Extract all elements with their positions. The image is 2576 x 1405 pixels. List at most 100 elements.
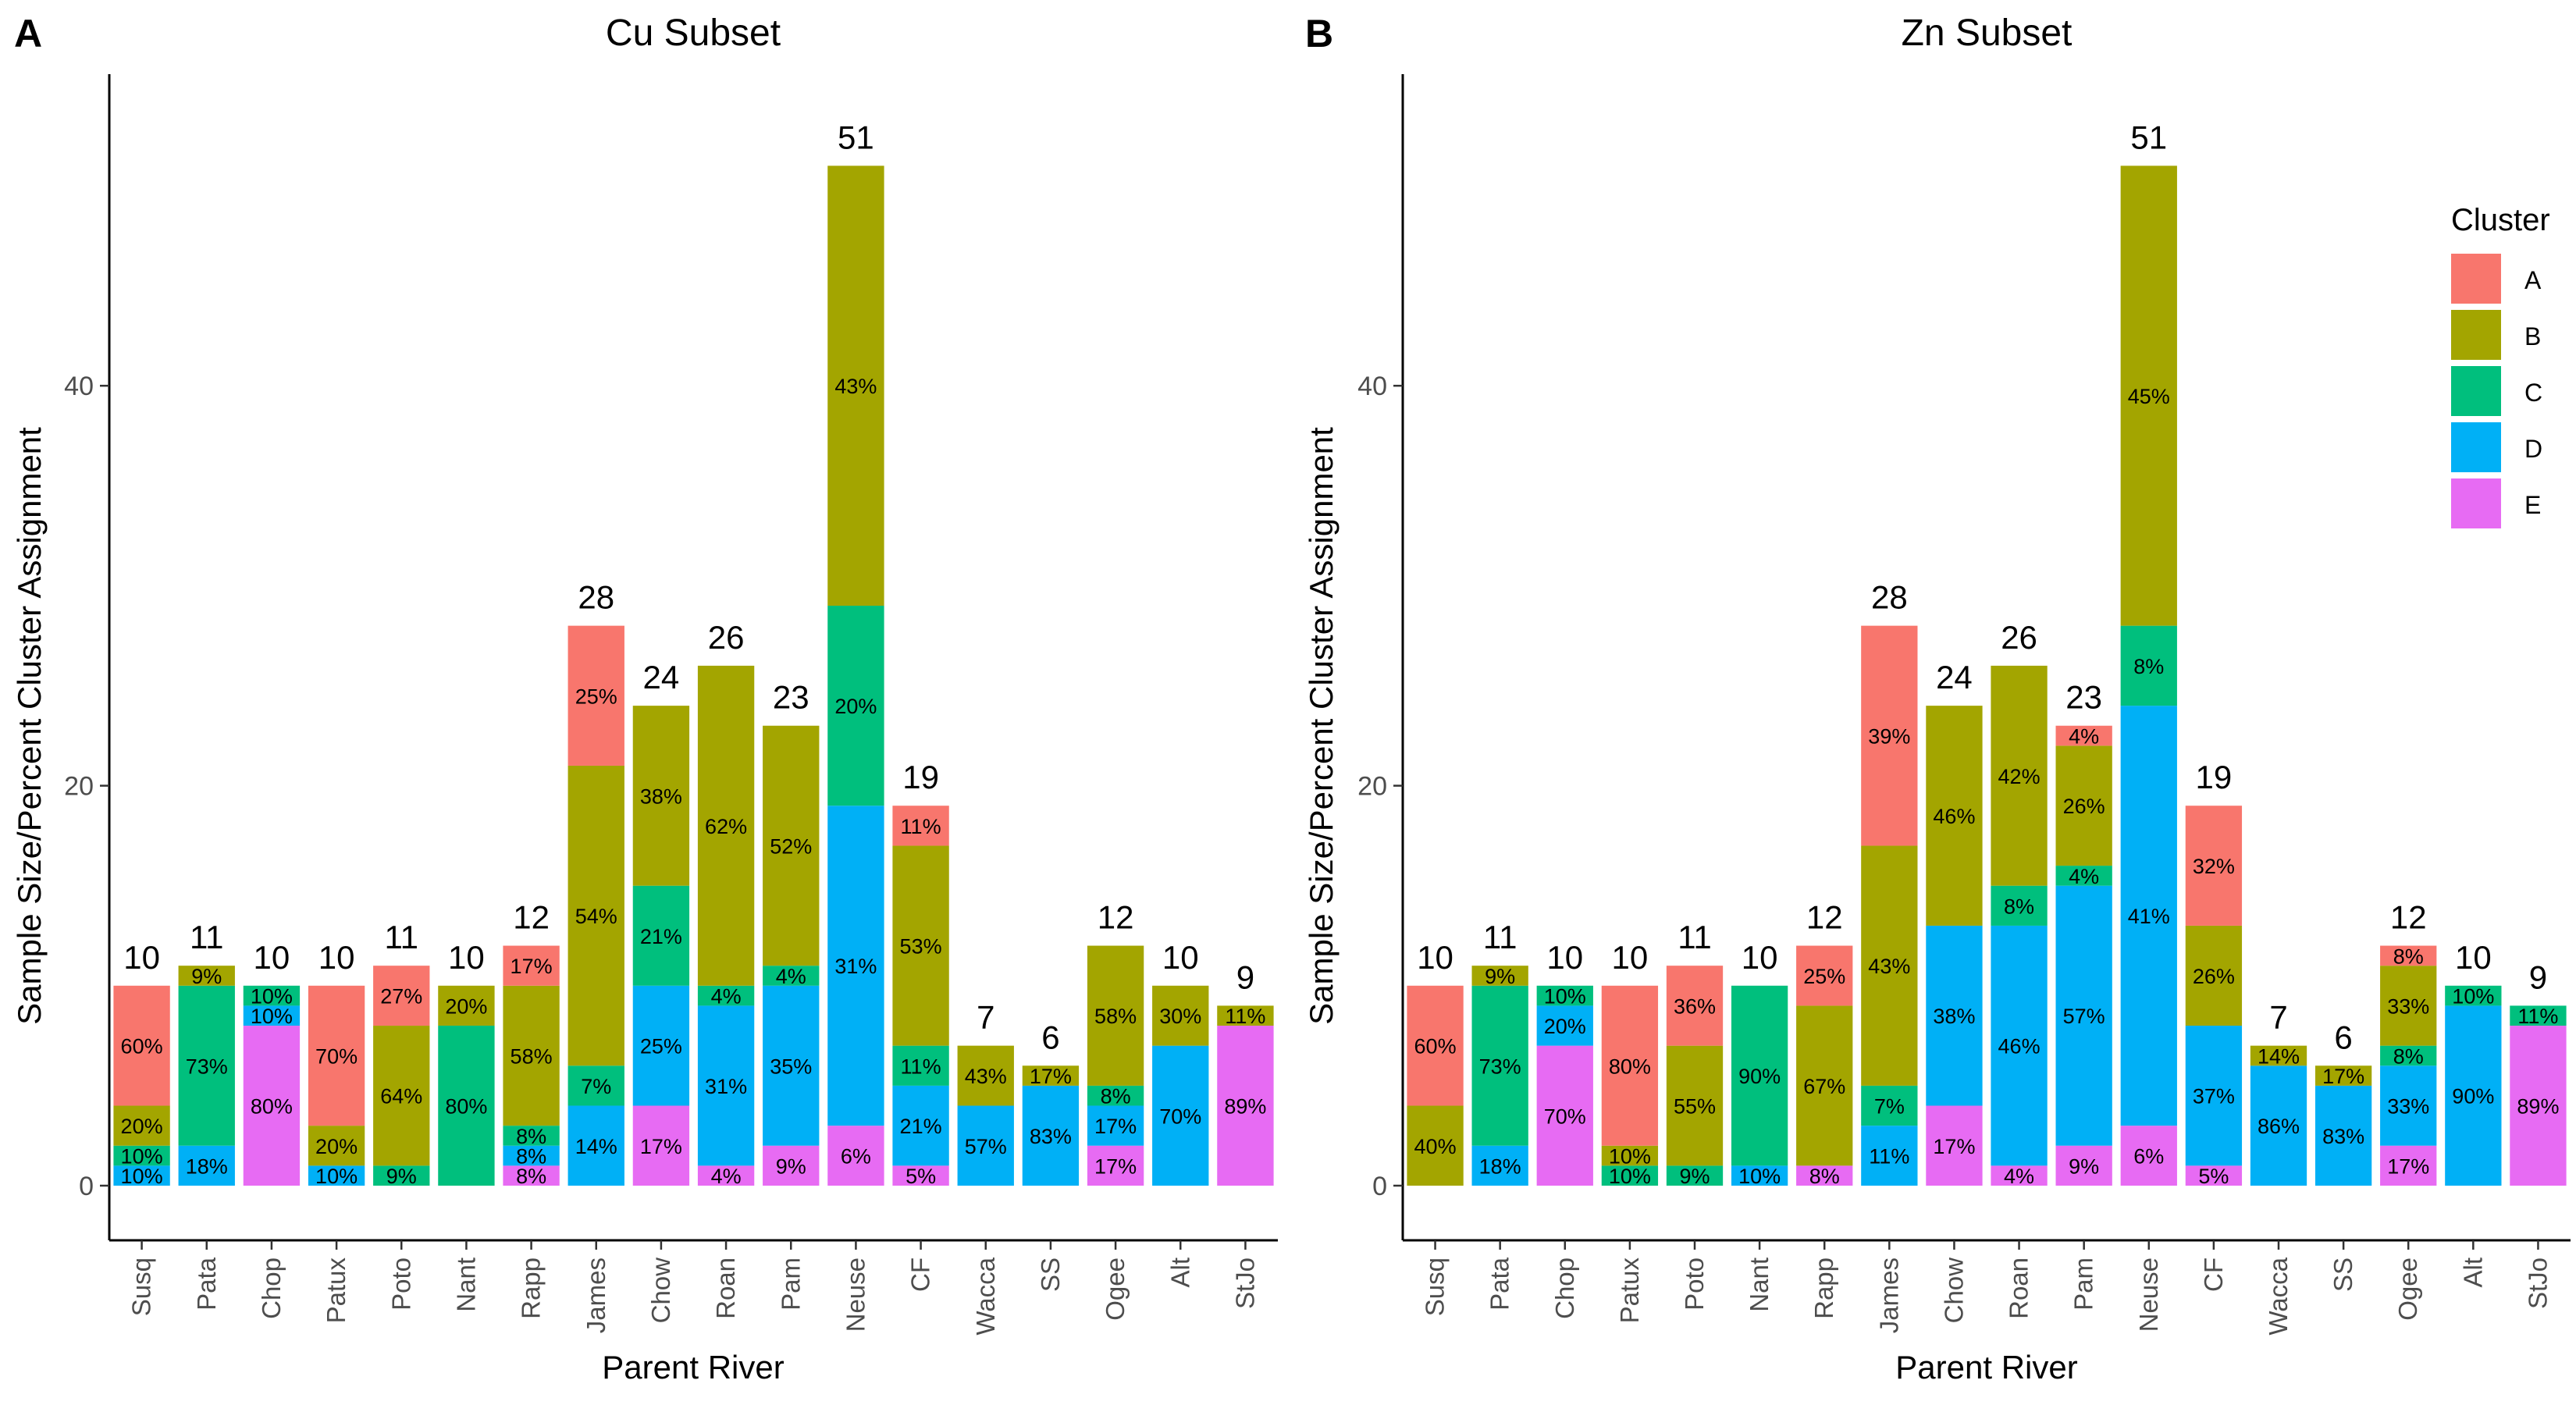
x-tick-label-a: SS [1036,1257,1065,1292]
bar-segment-a [373,966,430,1026]
segment-label-b: 42% [1998,765,2041,788]
bar-segment-b [2250,1065,2307,1186]
legend-swatch-b [2451,310,2501,360]
x-tick-label-a: Wacca [971,1257,1000,1335]
bar-segment-a [892,845,949,1046]
segment-label-b: 83% [2322,1125,2364,1148]
segment-label-b: 10% [2452,985,2494,1008]
x-tick-label-a: Rapp [517,1257,546,1319]
legend-swatch-a [2451,254,2501,304]
x-tick-label-b: Wacca [2264,1257,2293,1335]
segment-label-a: 52% [770,834,812,858]
bar-segment-b [1796,945,1853,1006]
bar-segment-a [763,985,820,1146]
segment-label-a: 7% [581,1075,611,1098]
y-tick-label-b: 20 [1357,772,1387,802]
bar-segment-b [2120,1126,2177,1186]
segment-label-a: 9% [191,965,222,988]
x-tick-label-a: Alt [1165,1257,1194,1288]
x-tick-label-b: SS [2329,1257,2357,1292]
bar-segment-a [1152,1045,1209,1186]
segment-label-b: 46% [1998,1035,2041,1058]
legend-swatch-c [2451,366,2501,416]
bar-segment-b [2380,1145,2437,1186]
bar-segment-b [1601,1145,1659,1166]
bar-segment-b [2120,706,2177,1126]
bar-total-label-b: 19 [2196,759,2233,795]
bar-total-label-b: 11 [1483,919,1517,955]
segment-label-b: 26% [2063,795,2105,818]
segment-label-a: 80% [251,1095,293,1119]
segment-label-a: 20% [315,1135,358,1158]
bar-total-label-a: 12 [513,899,550,936]
bar-segment-a [697,1005,755,1166]
segment-label-a: 54% [575,905,617,928]
legend-label-e: E [2524,491,2541,519]
x-tick-label-b: StJo [2523,1257,2552,1309]
segment-label-a: 9% [776,1154,806,1178]
bar-segment-a [632,706,690,886]
bar-segment-b [2314,1065,2372,1086]
segment-label-b: 11% [1869,1145,1909,1168]
bar-segment-a [697,985,755,1006]
bar-segment-b [2380,1065,2437,1146]
x-tick-label-b: Neuse [2134,1257,2163,1332]
bar-segment-a [827,165,884,606]
x-tick-label-b: Pam [2069,1257,2098,1311]
bar-segment-a [1087,1085,1144,1106]
bar-total-label-a: 19 [902,759,939,795]
segment-label-a: 43% [965,1065,1007,1088]
segment-label-a: 21% [640,925,682,948]
x-tick-label-b: Chow [1939,1257,1968,1324]
segment-label-b: 8% [2133,655,2164,678]
segment-label-b: 55% [1674,1095,1716,1119]
bar-total-label-b: 9 [2529,959,2547,995]
bar-segment-b [1471,985,1528,1146]
segment-label-a: 9% [386,1165,417,1188]
bar-segment-a [503,945,560,986]
segment-label-a: 8% [516,1125,546,1148]
segment-label-b: 17% [1933,1135,1975,1158]
segment-label-a: 11% [901,815,941,838]
bar-segment-a [763,725,820,966]
bar-segment-a [1217,1026,1274,1186]
bar-segment-b [1666,1045,1724,1166]
plot-area-a: 0204010%10%20%60%10Susq18%73%9%11Pata80%… [64,74,1278,1336]
bar-segment-a [632,1105,690,1186]
bar-total-label-a: 10 [318,939,355,976]
x-tick-label-b: Chop [1550,1257,1579,1319]
y-tick-label-a: 0 [79,1172,94,1201]
segment-label-a: 25% [575,685,617,708]
segment-label-b: 4% [2004,1165,2034,1188]
segment-label-b: 5% [2198,1165,2229,1188]
bar-segment-b [2445,1005,2502,1186]
segment-label-b: 14% [2258,1044,2300,1068]
bar-segment-a [827,1126,884,1186]
x-tick-label-a: StJo [1230,1257,1259,1309]
segment-label-b: 41% [2128,905,2170,928]
x-tick-label-a: Ogee [1101,1257,1130,1321]
segment-label-a: 21% [900,1115,942,1138]
segment-label-b: 43% [1868,955,1910,978]
bar-segment-b [2510,1026,2567,1186]
bar-segment-b [1991,925,2048,1166]
bar-segment-b [1536,985,1593,1006]
bar-segment-a [957,1105,1014,1186]
bar-segment-a [178,966,235,986]
bar-segment-b [2445,985,2502,1006]
segment-label-b: 45% [2128,385,2170,408]
segment-label-b: 86% [2258,1115,2300,1138]
x-tick-label-a: Pata [192,1257,221,1311]
segment-label-b: 67% [1803,1075,1845,1098]
bar-total-label-a: 51 [838,119,874,155]
bar-segment-b [1471,966,1528,986]
chart-b-xlabel: Parent River [1895,1349,2077,1385]
bar-segment-b [2510,1005,2567,1026]
bar-total-label-a: 28 [578,579,614,616]
bar-total-label-a: 7 [977,999,994,1036]
bar-segment-a [697,1165,755,1186]
segment-label-b: 10% [1609,1165,1651,1188]
bar-segment-a [697,665,755,986]
segment-label-b: 70% [1544,1104,1586,1128]
bar-segment-b [1926,925,1983,1106]
